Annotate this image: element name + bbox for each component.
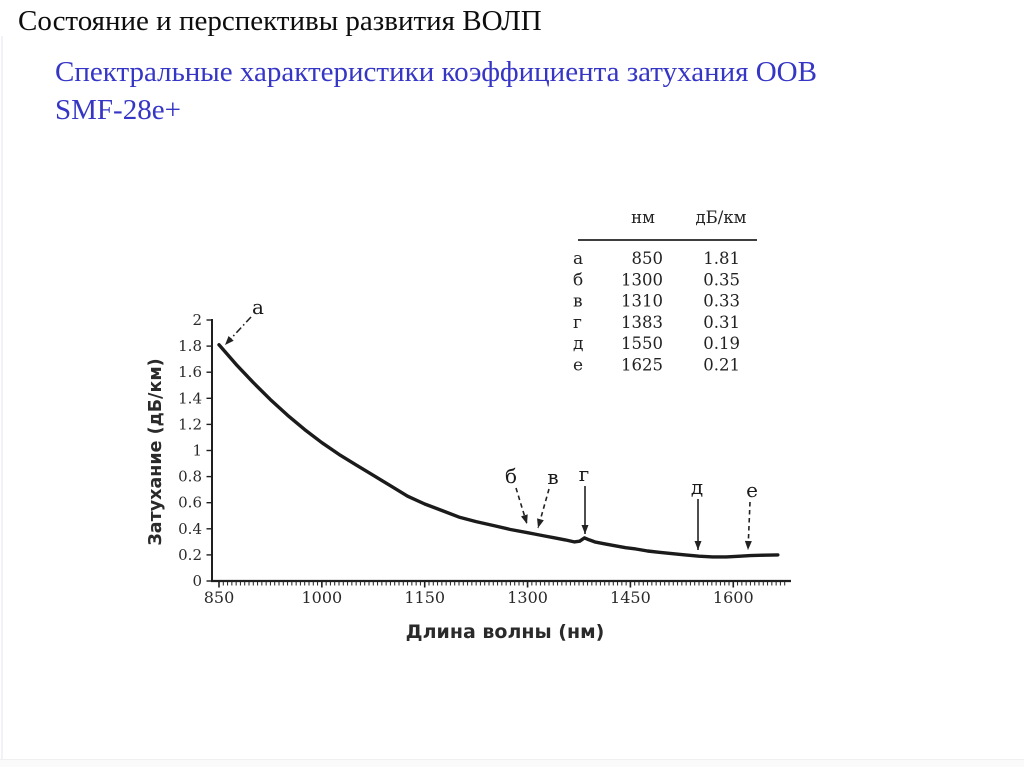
y-tick-label: 1.6 — [178, 363, 202, 381]
annotation-arrowhead-е — [744, 540, 752, 550]
y-tick-label: 0.6 — [178, 494, 202, 512]
y-tick-label: 0.8 — [178, 468, 202, 486]
x-tick-label: 1000 — [301, 588, 342, 607]
attenuation-curve — [217, 343, 780, 559]
annotation-arrowhead-а — [225, 336, 234, 345]
x-tick-label: 1600 — [713, 588, 754, 607]
slide-left-edge — [1, 36, 3, 767]
annotation-label-б: б — [505, 464, 517, 488]
y-tick-label: 1 — [192, 442, 202, 460]
annotation-arrowhead-б — [521, 514, 528, 524]
annotation-label-а: а — [252, 295, 264, 319]
y-tick-label: 2 — [192, 311, 202, 329]
y-axis-title: Затухание (дБ/км) — [146, 358, 166, 545]
annotation-label-е: е — [746, 478, 758, 502]
annotation-arrow-б — [515, 487, 528, 525]
slide-subtitle: Спектральные характеристики коэффициента… — [55, 54, 985, 129]
table-cell-nm: 1310 — [621, 292, 663, 311]
y-tick-label: 1.4 — [178, 389, 202, 407]
annotation-arrowhead-г — [581, 525, 589, 534]
y-tick-label: 0.2 — [178, 546, 202, 564]
table-cell-nm: 1383 — [621, 313, 663, 332]
annotation-label-г: г — [579, 462, 589, 486]
table-cell-nm: 1625 — [621, 356, 663, 375]
x-axis-title: Длина волны (нм) — [406, 621, 605, 643]
x-tick-label: 1150 — [404, 588, 445, 607]
table-cell-db-km: 1.81 — [703, 249, 740, 268]
annotation-label-в: в — [547, 465, 558, 489]
subtitle-line-1: Спектральные характеристики коэффициента… — [55, 56, 817, 88]
table-row-key: д — [573, 334, 583, 354]
table-cell-db-km: 0.21 — [703, 356, 740, 375]
table-row-key: г — [573, 313, 582, 333]
y-tick-label: 1.8 — [178, 337, 202, 355]
table-row-key: а — [573, 249, 583, 269]
attenuation-figure: 0 0.2 0.4 0.6 0.8 1 1.2 1.4 1.6 1.8 2 850 1000 1150 13… — [140, 195, 800, 650]
table-cell-nm: 1550 — [621, 334, 663, 353]
annotation-arrowhead-д — [694, 541, 702, 550]
x-tick-label: 1300 — [507, 588, 548, 607]
y-tick-label: 0.4 — [178, 520, 202, 538]
table-cell-db-km: 0.31 — [703, 313, 740, 332]
y-tick-label: 1.2 — [178, 415, 202, 433]
table-cell-nm: 850 — [632, 249, 664, 268]
table-cell-db-km: 0.35 — [703, 270, 740, 289]
subtitle-line-2: SMF-28e+ — [55, 93, 181, 126]
annotation-label-д: д — [691, 475, 703, 499]
x-tick-label: 1450 — [610, 588, 651, 607]
table-cell-nm: 1300 — [621, 270, 663, 289]
annotation-arrowhead-в — [537, 518, 544, 528]
table-cell-db-km: 0.33 — [703, 292, 740, 311]
table-row-key: в — [573, 292, 583, 312]
attenuation-chart: 0 0.2 0.4 0.6 0.8 1 1.2 1.4 1.6 1.8 2 850 1000 1150 13… — [146, 208, 791, 643]
table-row-key: е — [573, 356, 583, 376]
table-header-db-km: дБ/км — [696, 208, 747, 227]
table-row-key: б — [573, 270, 583, 290]
x-tick-label: 850 — [204, 588, 235, 607]
y-tick-label: 0 — [192, 572, 202, 590]
table-cell-db-km: 0.19 — [703, 334, 740, 353]
slide-bottom-edge — [0, 759, 1024, 767]
slide-title: Состояние и перспективы развития ВОЛП — [18, 5, 542, 37]
table-header-nm: нм — [631, 208, 655, 227]
